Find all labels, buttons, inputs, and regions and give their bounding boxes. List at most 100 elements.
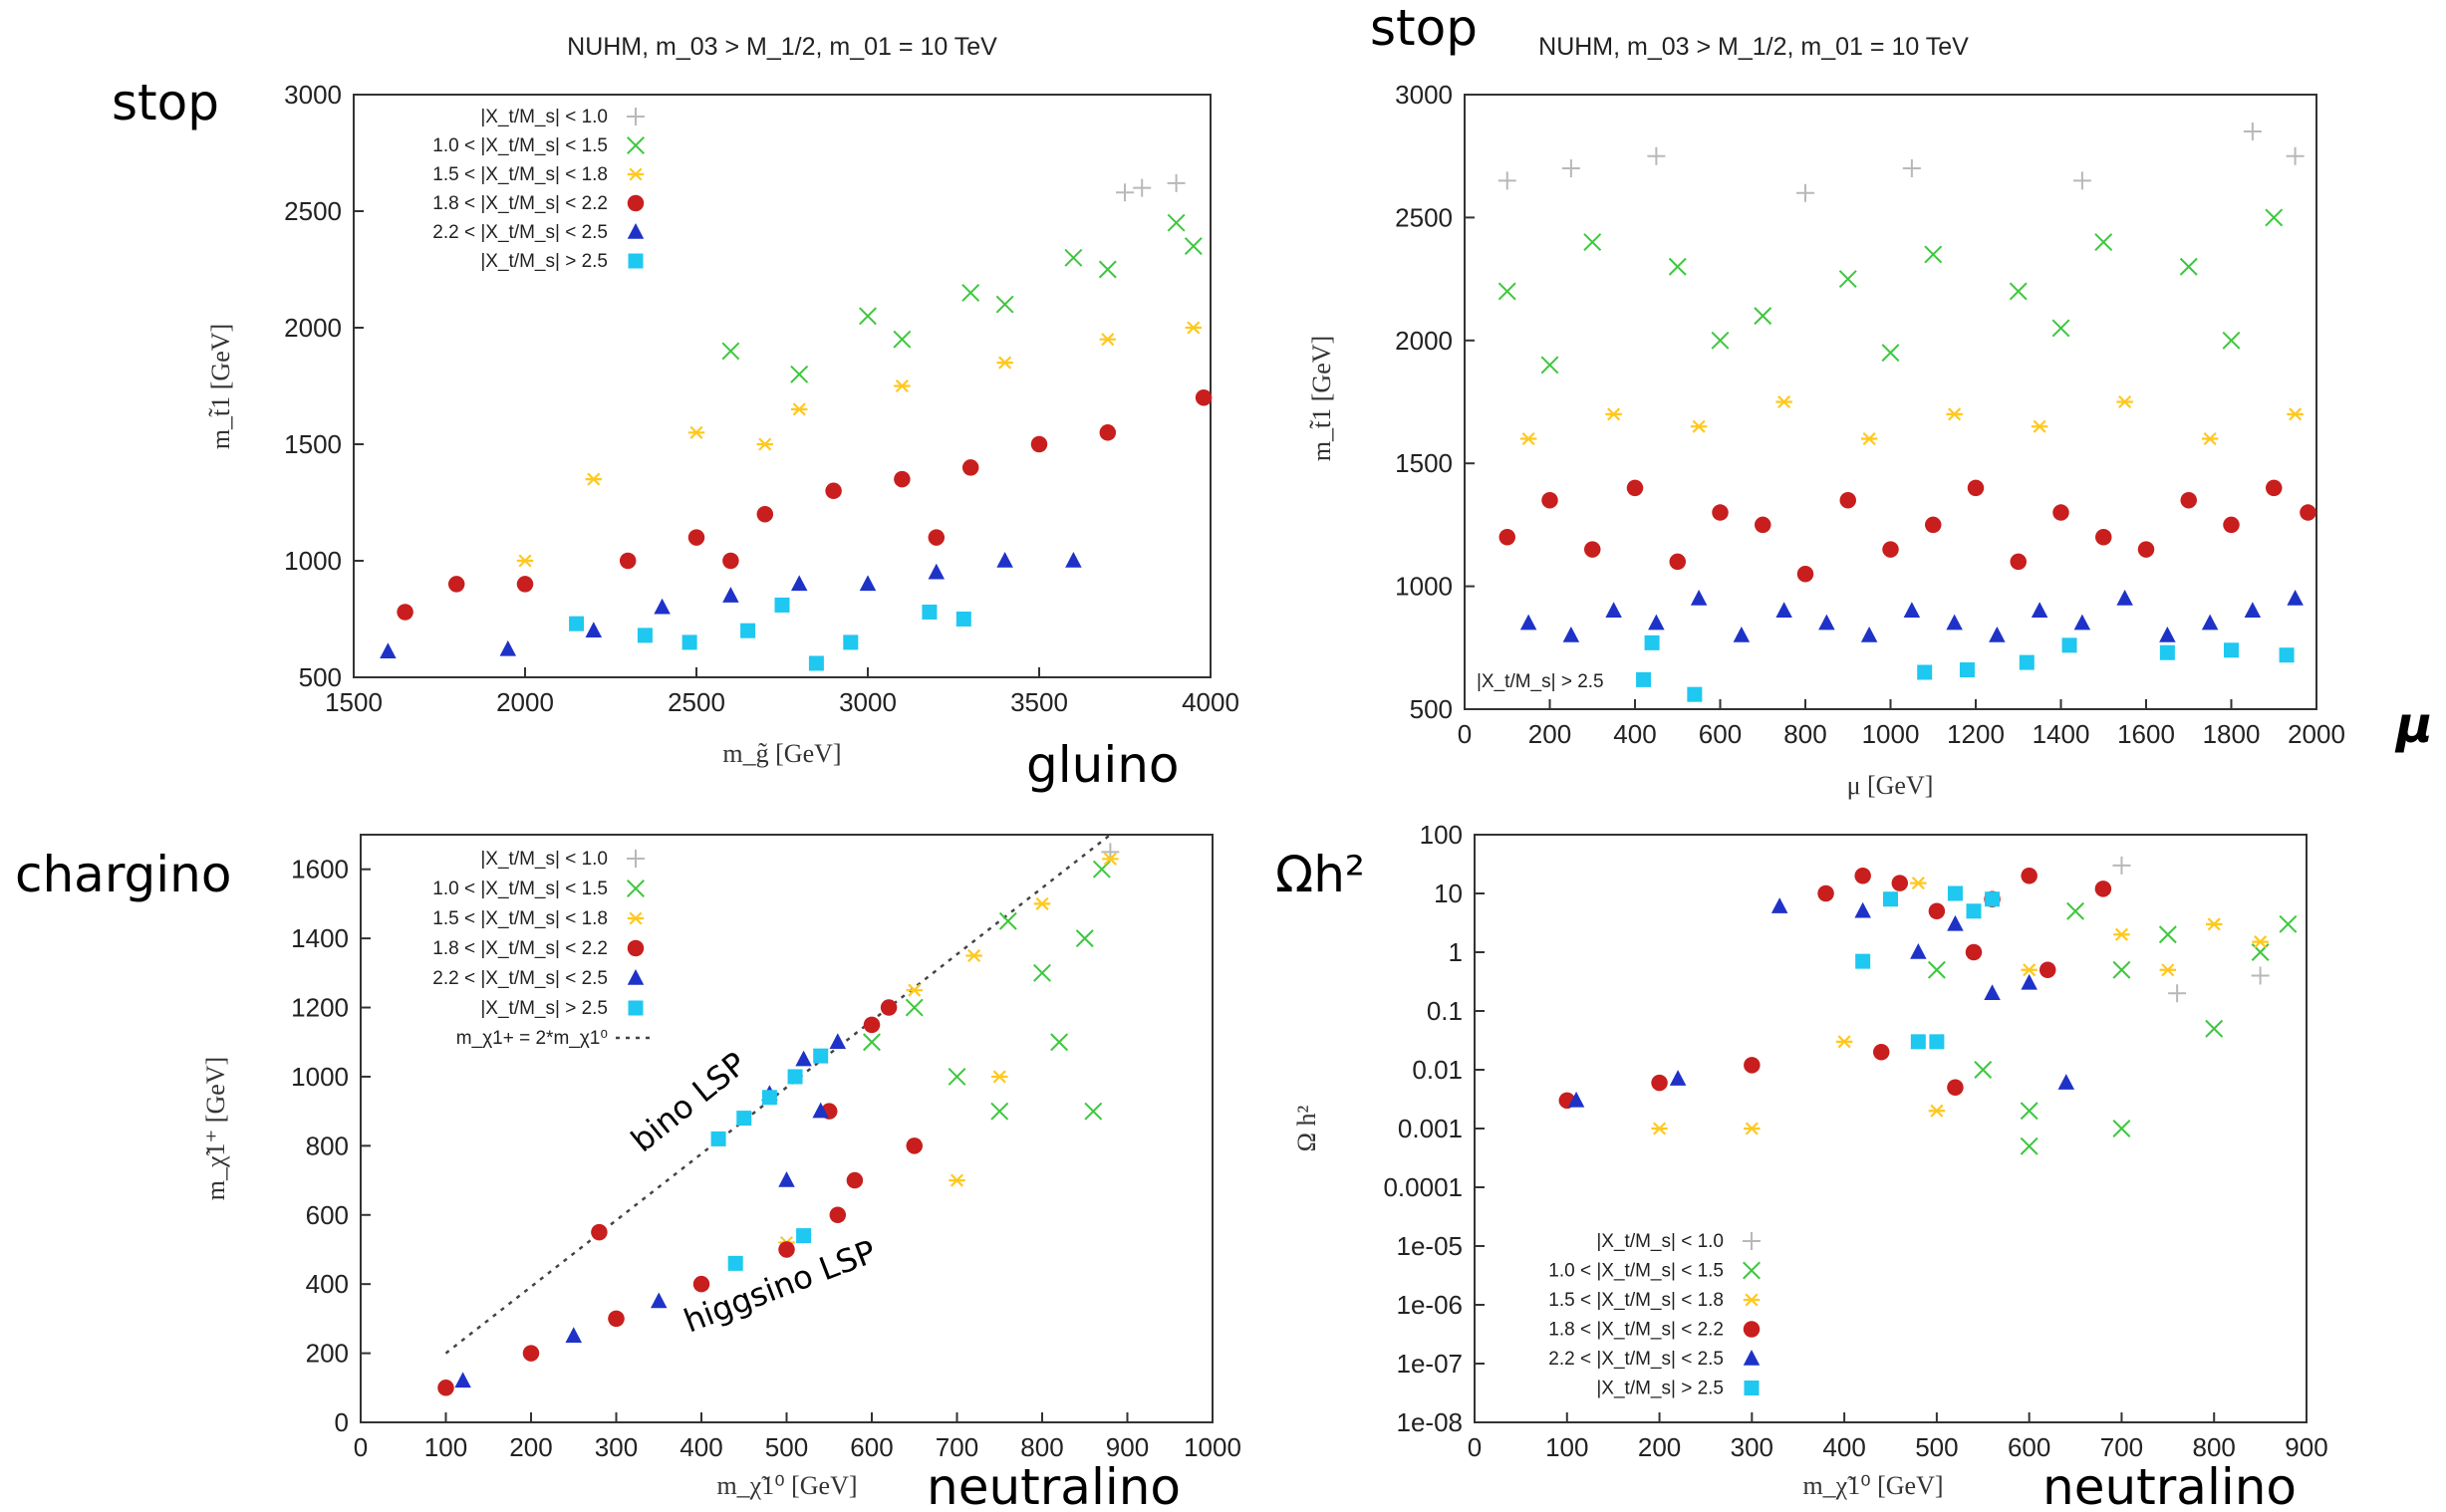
y-tick-label: 1e-05 bbox=[1397, 1231, 1464, 1261]
data-point bbox=[2137, 541, 2155, 558]
data-point bbox=[2020, 1102, 2038, 1121]
data-point bbox=[565, 1327, 582, 1343]
y-tick-label: 2000 bbox=[284, 313, 342, 343]
data-point bbox=[1167, 213, 1186, 232]
data-point bbox=[1562, 626, 1580, 642]
data-point bbox=[628, 253, 644, 269]
data-point bbox=[2019, 654, 2035, 670]
data-point bbox=[1116, 183, 1134, 202]
data-point bbox=[627, 136, 645, 154]
x-tick-label: 700 bbox=[2100, 1432, 2143, 1462]
panel-4-y-ticks: 1e-08 1e-07 1e-06 1e-05 0.0001 0.001 0.0… bbox=[1383, 820, 1485, 1437]
data-point bbox=[1770, 897, 1788, 913]
x-tick-label: 3500 bbox=[1010, 687, 1068, 717]
data-point bbox=[795, 1050, 812, 1067]
data-point bbox=[687, 425, 705, 439]
data-point bbox=[687, 529, 705, 546]
data-point bbox=[1743, 1321, 1761, 1338]
data-point bbox=[2066, 901, 2085, 920]
data-point bbox=[1669, 553, 1686, 571]
data-point bbox=[1541, 491, 1558, 509]
panel-relic-density-vs-neutralino: 0 100 200 300 400 500 600 700 800 900 1e… bbox=[1275, 820, 2328, 1512]
data-point bbox=[1903, 602, 1921, 619]
panel-2-legend-fragment: |X_t/M_s| > 2.5 bbox=[1477, 671, 1604, 692]
data-point bbox=[1743, 1232, 1761, 1250]
label-omega-h2: Ωh² bbox=[1275, 846, 1365, 903]
data-point bbox=[991, 1070, 1008, 1084]
data-point bbox=[2223, 516, 2240, 534]
data-point bbox=[790, 402, 808, 416]
data-point bbox=[1743, 1261, 1761, 1280]
data-point bbox=[627, 223, 645, 239]
x-tick-label: 1200 bbox=[1947, 719, 2005, 749]
x-tick-label: 1500 bbox=[325, 687, 383, 717]
data-point bbox=[2116, 394, 2133, 409]
data-point bbox=[1925, 516, 1942, 534]
panel-2-points bbox=[1497, 123, 2316, 702]
data-point bbox=[1872, 1043, 1890, 1061]
label-stop-2: stop bbox=[1370, 0, 1478, 57]
data-point bbox=[928, 529, 946, 546]
x-tick-label: 400 bbox=[1613, 719, 1656, 749]
x-tick-label: 700 bbox=[936, 1432, 978, 1462]
y-tick-label: 0.1 bbox=[1427, 996, 1463, 1026]
panel-stop-vs-mu: NUHM, m_03 > M_1/2, m_01 = 10 TeV 0 200 … bbox=[1307, 0, 2433, 800]
data-point bbox=[1967, 479, 1985, 497]
data-point bbox=[1567, 1091, 1585, 1108]
data-point bbox=[585, 472, 603, 486]
panel-1-y-axis-title: m_t̃1 [GeV] bbox=[206, 324, 235, 449]
data-point bbox=[1687, 686, 1703, 702]
data-point bbox=[1651, 1122, 1668, 1135]
data-point bbox=[2251, 966, 2270, 985]
data-point bbox=[1947, 1079, 1964, 1097]
data-point bbox=[2266, 479, 2283, 497]
x-tick-label: 0 bbox=[1458, 719, 1472, 749]
y-tick-label: 200 bbox=[306, 1339, 349, 1369]
data-point bbox=[740, 623, 756, 638]
data-point bbox=[1965, 943, 1983, 961]
x-tick-label: 500 bbox=[765, 1432, 808, 1462]
data-point bbox=[1891, 875, 1909, 891]
data-point bbox=[1946, 614, 1963, 630]
data-point bbox=[2021, 973, 2038, 990]
data-point bbox=[2112, 960, 2131, 979]
panel-1-x-axis-title: m_g̃ [GeV] bbox=[722, 739, 841, 768]
data-point bbox=[1796, 183, 1814, 202]
data-point bbox=[1924, 245, 1943, 264]
data-point bbox=[1561, 159, 1580, 178]
data-point bbox=[627, 969, 645, 985]
data-point bbox=[2116, 589, 2133, 606]
data-point bbox=[1497, 282, 1516, 301]
label-neutralino-1: neutralino bbox=[927, 1458, 1181, 1512]
data-point bbox=[2112, 856, 2131, 875]
data-point bbox=[1497, 171, 1516, 190]
data-point bbox=[1636, 671, 1652, 687]
data-point bbox=[1854, 867, 1871, 884]
data-point bbox=[1989, 626, 2006, 642]
data-point bbox=[2031, 602, 2048, 619]
data-point bbox=[2052, 504, 2069, 521]
panel-4-legend: |X_t/M_s| < 1.0 1.0 < |X_t/M_s| < 1.5 1.5 … bbox=[1548, 1231, 1761, 1399]
data-point bbox=[1860, 431, 1878, 446]
data-point bbox=[522, 1345, 540, 1362]
data-point bbox=[2279, 647, 2295, 663]
data-point bbox=[1098, 260, 1117, 279]
data-point bbox=[2010, 553, 2027, 571]
panel-3-reference-line bbox=[444, 834, 1112, 1355]
data-point bbox=[2159, 963, 2177, 977]
data-point bbox=[813, 1048, 829, 1064]
data-point bbox=[2205, 1019, 2224, 1038]
data-point bbox=[1050, 1033, 1069, 1052]
data-point bbox=[756, 505, 774, 523]
label-gluino: gluino bbox=[1026, 736, 1180, 794]
y-tick-label: 1600 bbox=[291, 855, 349, 884]
panel-2-y-ticks: 500 1000 1500 2000 2500 3000 bbox=[1395, 80, 1475, 724]
data-point bbox=[996, 356, 1013, 370]
data-point bbox=[1065, 552, 1082, 568]
data-point bbox=[2061, 637, 2077, 653]
x-tick-label: 800 bbox=[1020, 1432, 1063, 1462]
data-point bbox=[948, 1067, 966, 1086]
x-tick-label: 600 bbox=[1699, 719, 1742, 749]
legend-entry-label: |X_t/M_s| < 1.0 bbox=[480, 107, 608, 127]
data-point bbox=[808, 655, 824, 671]
